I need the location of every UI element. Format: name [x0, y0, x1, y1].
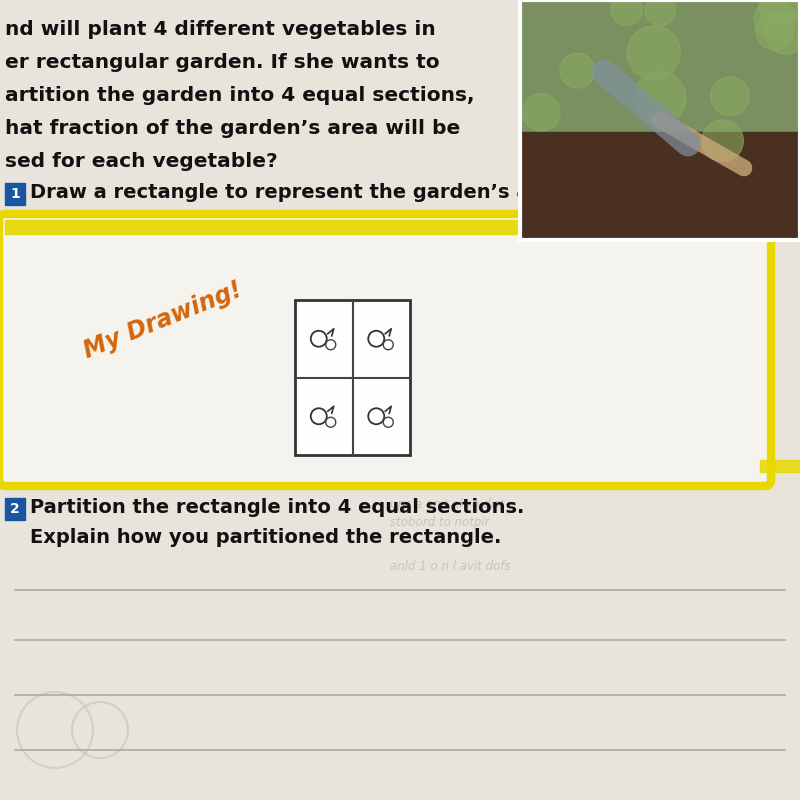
Text: artition the garden into 4 equal sections,: artition the garden into 4 equal section… [5, 86, 474, 105]
Circle shape [758, 0, 800, 26]
Text: er rectangular garden. If she wants to: er rectangular garden. If she wants to [5, 53, 440, 72]
Bar [760, 460, 800, 472]
Text: nd will plant 4 different vegetables in: nd will plant 4 different vegetables in [5, 20, 436, 39]
Text: sed for each vegetable?: sed for each vegetable? [5, 152, 278, 171]
Text: anld 1 o n l avit dofs: anld 1 o n l avit dofs [390, 560, 510, 573]
Text: Explain how you partitioned the rectangle.: Explain how you partitioned the rectangl… [30, 528, 502, 547]
Text: Sxk dfs hurrm are top: Sxk dfs hurrm are top [25, 414, 154, 427]
Circle shape [754, 0, 795, 40]
Circle shape [611, 0, 642, 26]
Circle shape [765, 12, 800, 54]
Circle shape [710, 77, 750, 116]
Text: Partition the rectangle into 4 equal sections.: Partition the rectangle into 4 equal sec… [30, 498, 524, 517]
Bar [520, 0, 800, 240]
Text: 1: 1 [10, 187, 20, 201]
Circle shape [702, 120, 743, 162]
Text: stobord to notpir: stobord to notpir [480, 473, 579, 486]
Circle shape [560, 54, 595, 88]
Text: eltcroft op tor bro urt: eltcroft op tor bro urt [25, 378, 150, 391]
Text: atcmnt op tor bno urt: atcmnt op tor bno urt [25, 396, 153, 409]
Text: 2. Extbs a anit ahrg: 2. Extbs a anit ahrg [420, 455, 536, 468]
Bar [520, 132, 800, 240]
Bar [5, 183, 25, 205]
Text: ups a anit ahrg dist: ups a anit ahrg dist [390, 498, 505, 511]
Circle shape [756, 12, 794, 50]
Bar [5, 498, 25, 520]
Circle shape [645, 0, 676, 26]
Circle shape [627, 26, 681, 79]
Text: My Drawing!: My Drawing! [80, 278, 246, 362]
Text: Jeric hutm are not afere: Jeric hutm are not afere [25, 432, 166, 445]
Text: Draw a rectangle to represent the garden’s area.: Draw a rectangle to represent the garden… [30, 183, 573, 202]
Text: Jeric on sing a num: Jeric on sing a num [25, 360, 138, 373]
Text: 2: 2 [10, 502, 20, 516]
FancyBboxPatch shape [0, 214, 771, 486]
Bar [520, 0, 800, 240]
Text: stobord to notpir: stobord to notpir [390, 516, 490, 529]
Bar [5, 220, 765, 234]
Circle shape [634, 72, 686, 124]
Circle shape [522, 94, 560, 131]
Bar [520, 0, 800, 132]
Text: hat fraction of the garden’s area will be: hat fraction of the garden’s area will b… [5, 119, 460, 138]
Bar [295, 300, 410, 455]
